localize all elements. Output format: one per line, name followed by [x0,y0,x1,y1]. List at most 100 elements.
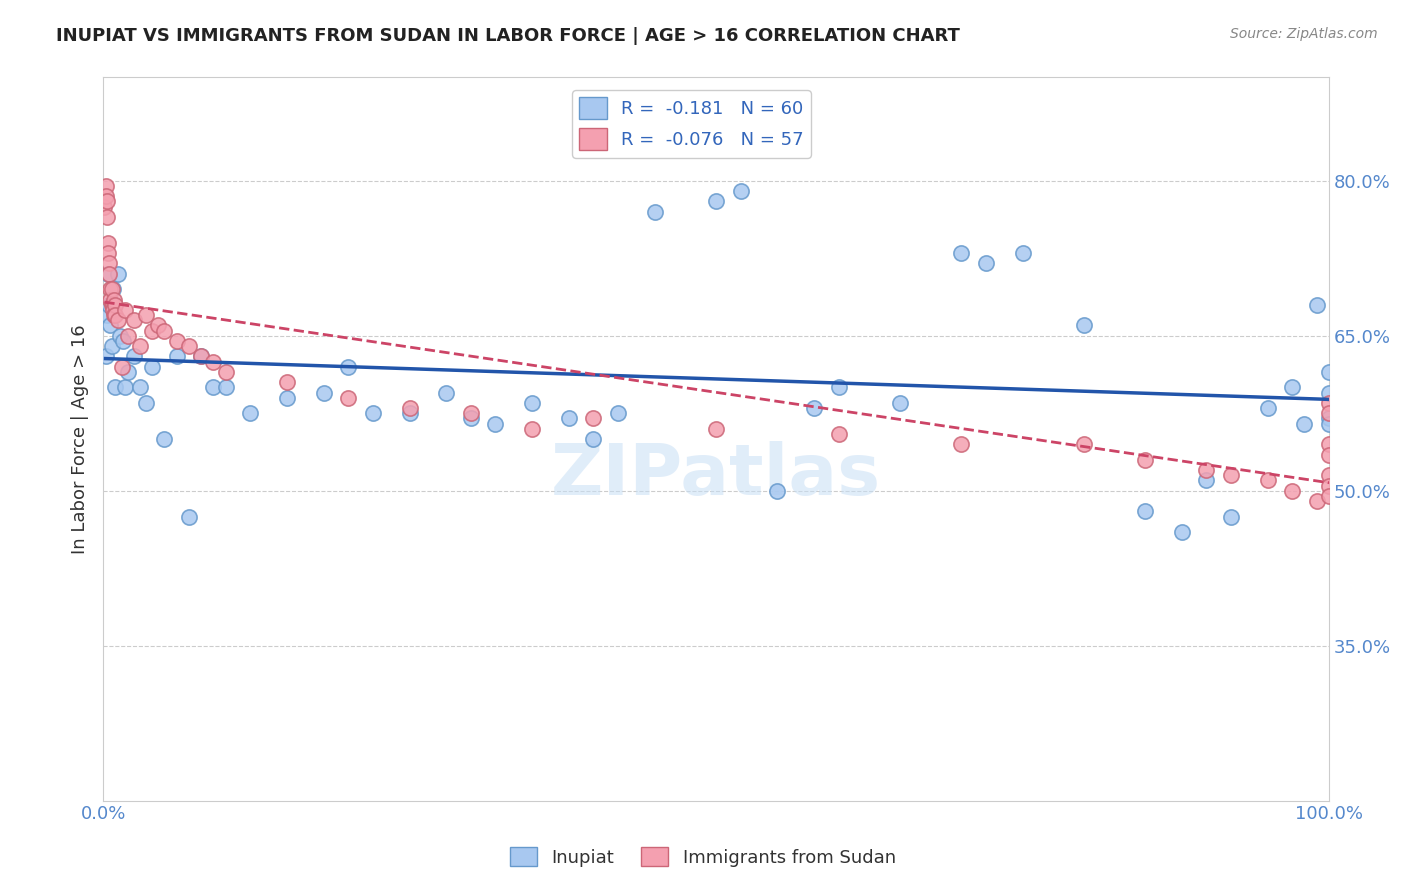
Point [166,350,188,364]
Point [950,437,973,451]
Point [974,256,997,270]
Point [484,417,506,431]
Point [889,396,911,410]
Point [1306,494,1329,508]
Point [97,267,120,281]
Legend: R =  -0.181   N = 60, R =  -0.076   N = 57: R = -0.181 N = 60, R = -0.076 N = 57 [572,90,811,158]
Point [103,298,125,312]
Point [190,350,212,364]
Point [827,426,849,441]
Point [704,194,727,209]
Point [101,282,124,296]
Point [1195,474,1218,488]
Point [558,411,581,425]
Point [129,339,152,353]
Point [202,380,225,394]
Point [1219,468,1241,483]
Point [135,308,157,322]
Point [1195,463,1218,477]
Point [114,302,136,317]
Point [100,282,122,296]
Point [704,422,727,436]
Point [110,359,132,374]
Point [98,267,121,281]
Y-axis label: In Labor Force | Age > 16: In Labor Force | Age > 16 [72,324,89,554]
Point [1317,385,1340,400]
Point [177,509,200,524]
Point [766,483,789,498]
Point [1281,483,1303,498]
Point [110,328,132,343]
Point [104,380,127,394]
Point [239,406,262,420]
Text: INUPIAT VS IMMIGRANTS FROM SUDAN IN LABOR FORCE | AGE > 16 CORRELATION CHART: INUPIAT VS IMMIGRANTS FROM SUDAN IN LABO… [56,27,960,45]
Point [950,246,973,260]
Point [135,396,157,410]
Point [337,391,360,405]
Point [312,385,335,400]
Point [460,411,482,425]
Point [101,298,124,312]
Point [607,406,630,420]
Point [582,411,605,425]
Point [94,350,117,364]
Point [100,318,122,333]
Point [103,293,125,307]
Point [361,406,384,420]
Point [522,396,544,410]
Point [97,235,120,250]
Point [141,359,163,374]
Point [1317,411,1340,425]
Point [122,350,145,364]
Point [276,375,298,389]
Point [276,391,298,405]
Point [98,298,121,312]
Point [398,401,420,415]
Point [460,406,482,420]
Point [582,432,605,446]
Point [644,204,666,219]
Point [111,334,134,348]
Legend: Inupiat, Immigrants from Sudan: Inupiat, Immigrants from Sudan [503,840,903,874]
Point [103,308,125,322]
Point [1133,504,1156,518]
Point [522,422,544,436]
Point [107,267,129,281]
Text: ZIPatlas: ZIPatlas [551,441,882,509]
Point [1306,298,1329,312]
Point [398,406,420,420]
Point [1171,524,1194,539]
Point [93,200,115,214]
Point [803,401,825,415]
Point [148,318,170,333]
Point [177,339,200,353]
Point [94,189,117,203]
Point [117,365,139,379]
Point [1281,380,1303,394]
Point [141,324,163,338]
Point [122,313,145,327]
Point [827,380,849,394]
Point [1317,437,1340,451]
Point [1317,396,1340,410]
Point [101,302,124,317]
Point [1317,406,1340,420]
Point [96,210,118,224]
Point [1133,452,1156,467]
Point [96,308,118,322]
Point [97,246,120,260]
Point [1257,474,1279,488]
Point [100,282,122,296]
Point [1219,509,1241,524]
Text: Source: ZipAtlas.com: Source: ZipAtlas.com [1230,27,1378,41]
Point [730,184,752,198]
Point [1317,468,1340,483]
Point [166,334,188,348]
Point [1011,246,1033,260]
Point [104,308,127,322]
Point [1294,417,1316,431]
Point [114,380,136,394]
Point [1317,365,1340,379]
Point [434,385,457,400]
Point [153,432,176,446]
